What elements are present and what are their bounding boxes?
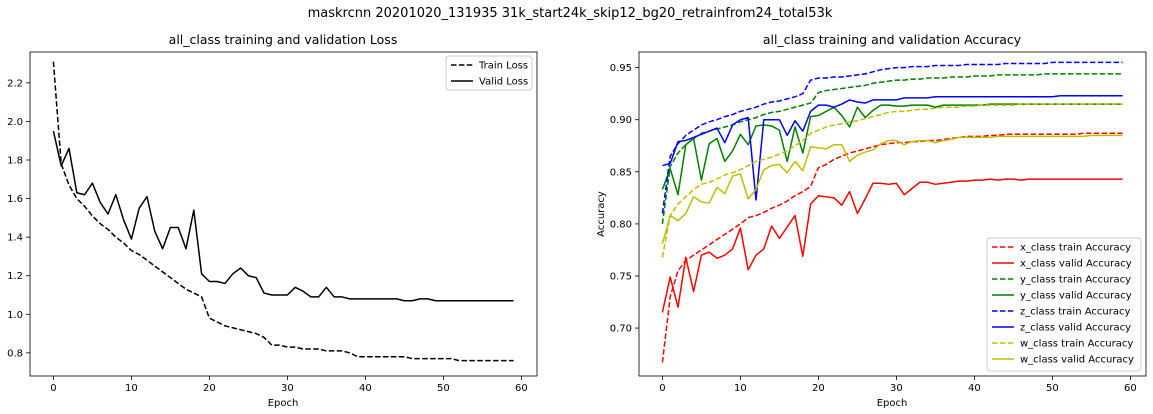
- legend-label: Train Loss: [478, 61, 528, 72]
- x-tick-label: 10: [734, 383, 747, 394]
- x-tick-label: 50: [437, 383, 450, 394]
- y-tick-label: 0.75: [610, 271, 632, 282]
- loss-chart-title: all_class training and validation Loss: [169, 32, 398, 47]
- y-class-train-accuracy-line: [661, 73, 1123, 225]
- accuracy-plot-frame: [638, 51, 1147, 377]
- y-tick-label: 1.6: [7, 194, 23, 205]
- loss-ticks: 0 10 20 30 40 50 60 0.8 1.0 1.2 1.4 1.6 1.8 2.0 2.2: [7, 78, 528, 394]
- x-tick-label: 60: [1124, 383, 1137, 394]
- legend-label: y_class valid Accuracy: [1020, 291, 1132, 302]
- legend-label: w_class valid Accuracy: [1020, 355, 1134, 366]
- x-tick-label: 40: [968, 383, 981, 394]
- w-class-train-accuracy-line: [661, 103, 1123, 258]
- x-tick-label: 40: [359, 383, 372, 394]
- accuracy-chart: all_class training and validation Accura…: [596, 32, 1147, 409]
- x-tick-label: 0: [50, 383, 56, 394]
- legend-label: Valid Loss: [479, 77, 528, 88]
- loss-xaxis-label: Epoch: [268, 398, 299, 409]
- w-class-valid-accuracy-line: [661, 134, 1123, 244]
- legend-label: w_class train Accuracy: [1020, 339, 1133, 350]
- legend-label: y_class train Accuracy: [1020, 275, 1131, 286]
- x-tick-label: 0: [659, 383, 665, 394]
- x-class-valid-accuracy-line: [661, 178, 1123, 313]
- accuracy-legend: x_class train Accuracy x_class valid Accu…: [986, 237, 1142, 372]
- y-tick-label: 0.70: [610, 324, 632, 335]
- accuracy-chart-title: all_class training and validation Accura…: [763, 32, 1022, 47]
- accuracy-ticks: 0 10 20 30 40 50 60 0.70 0.75 0.80 0.85 0.90 0.95: [610, 63, 1137, 394]
- y-tick-label: 0.95: [610, 63, 632, 74]
- train-loss-line: [52, 61, 514, 362]
- valid-loss-line: [52, 130, 514, 302]
- y-tick-label: 2.0: [7, 117, 23, 128]
- loss-plot-frame: [29, 51, 538, 377]
- y-tick-label: 0.8: [7, 348, 23, 359]
- y-tick-label: 1.4: [7, 233, 23, 244]
- y-tick-label: 1.0: [7, 310, 23, 321]
- legend-label: z_class valid Accuracy: [1020, 323, 1131, 334]
- loss-chart: all_class training and validation Loss E…: [7, 32, 538, 409]
- x-tick-label: 20: [812, 383, 825, 394]
- legend-label: x_class train Accuracy: [1020, 243, 1131, 254]
- z-class-train-accuracy-line: [661, 61, 1123, 214]
- x-class-train-accuracy-line: [661, 132, 1123, 363]
- x-tick-label: 30: [281, 383, 294, 394]
- figure-suptitle: maskrcnn 20201020_131935 31k_start24k_sk…: [308, 6, 833, 21]
- accuracy-legend-box: [986, 237, 1142, 372]
- accuracy-xaxis-label: Epoch: [877, 398, 908, 409]
- legend-label: x_class valid Accuracy: [1020, 259, 1132, 270]
- z-class-valid-accuracy-line: [662, 95, 1123, 201]
- y-tick-label: 1.2: [7, 271, 23, 282]
- y-class-valid-accuracy-line: [661, 103, 1123, 196]
- accuracy-lines: [661, 61, 1123, 363]
- x-tick-label: 10: [125, 383, 138, 394]
- legend-label: z_class train Accuracy: [1020, 307, 1130, 318]
- loss-lines: [52, 61, 514, 362]
- x-tick-label: 30: [890, 383, 903, 394]
- y-tick-label: 1.8: [7, 156, 23, 167]
- y-tick-label: 0.85: [610, 167, 632, 178]
- y-tick-label: 0.90: [610, 115, 632, 126]
- x-tick-label: 20: [203, 383, 216, 394]
- x-tick-label: 50: [1046, 383, 1059, 394]
- accuracy-yaxis-label: Accuracy: [596, 191, 607, 237]
- y-tick-label: 0.80: [610, 219, 632, 230]
- x-tick-label: 60: [515, 383, 528, 394]
- y-tick-label: 2.2: [7, 78, 23, 89]
- loss-legend: Train Loss Valid Loss: [445, 55, 533, 91]
